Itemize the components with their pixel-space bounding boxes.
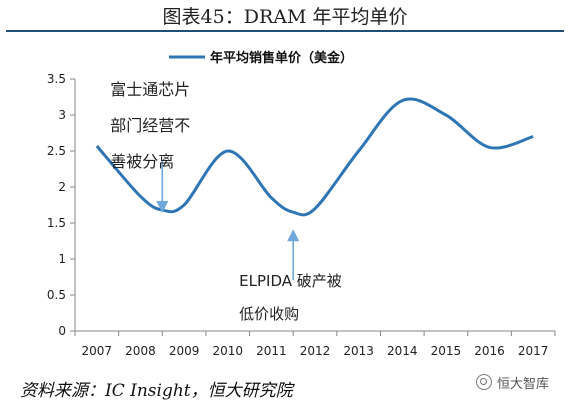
legend-label: 年平均销售单价（美金） [210, 50, 353, 66]
y-tick-label: 1.5 [47, 216, 66, 230]
watermark: 恒大智库 [476, 371, 549, 393]
x-tick-label: 2008 [125, 344, 156, 358]
annotation-arrow-head [287, 229, 300, 242]
annotation-text: 善被分离 [110, 152, 174, 171]
y-tick-label: 0 [58, 324, 66, 338]
x-tick-label: 2011 [256, 344, 287, 358]
y-tick-label: 2.5 [47, 144, 66, 158]
y-tick-label: 0.5 [47, 288, 66, 302]
annotation-text: 富士通芯片 [110, 80, 190, 99]
x-tick-label: 2007 [82, 344, 113, 358]
annotation-text: ELPIDA 破产被 [239, 272, 342, 290]
x-tick-label: 2015 [431, 344, 462, 358]
x-tick-label: 2012 [300, 344, 331, 358]
page-title: 图表45：DRAM 年平均单价 [162, 6, 408, 28]
watermark-label: 恒大智库 [497, 376, 550, 392]
title-divider [6, 30, 564, 32]
wechat-icon [476, 374, 492, 390]
source-note: 资料来源：IC Insight，恒大研究院 [20, 381, 293, 401]
x-tick-label: 2013 [343, 344, 374, 358]
x-tick-label: 2009 [169, 344, 200, 358]
x-tick-label: 2014 [387, 344, 418, 358]
y-tick-label: 3.5 [47, 72, 66, 86]
x-tick-label: 2010 [212, 344, 243, 358]
legend: 年平均销售单价（美金） [169, 50, 353, 66]
annotation-text: 部门经营不 [110, 116, 190, 135]
y-tick-label: 1 [58, 252, 66, 266]
x-tick-label: 2016 [474, 344, 505, 358]
annotation-arrow-head [156, 201, 169, 214]
axes: 0 0.5 1 1.5 2 2.5 3 3.5 2007 2008 2009 2010 2011 2012… [47, 72, 556, 358]
y-tick-label: 2 [58, 180, 66, 194]
annotation-text: 低价收购 [239, 305, 299, 323]
y-tick-label: 3 [58, 108, 66, 122]
x-tick-label: 2017 [518, 344, 549, 358]
